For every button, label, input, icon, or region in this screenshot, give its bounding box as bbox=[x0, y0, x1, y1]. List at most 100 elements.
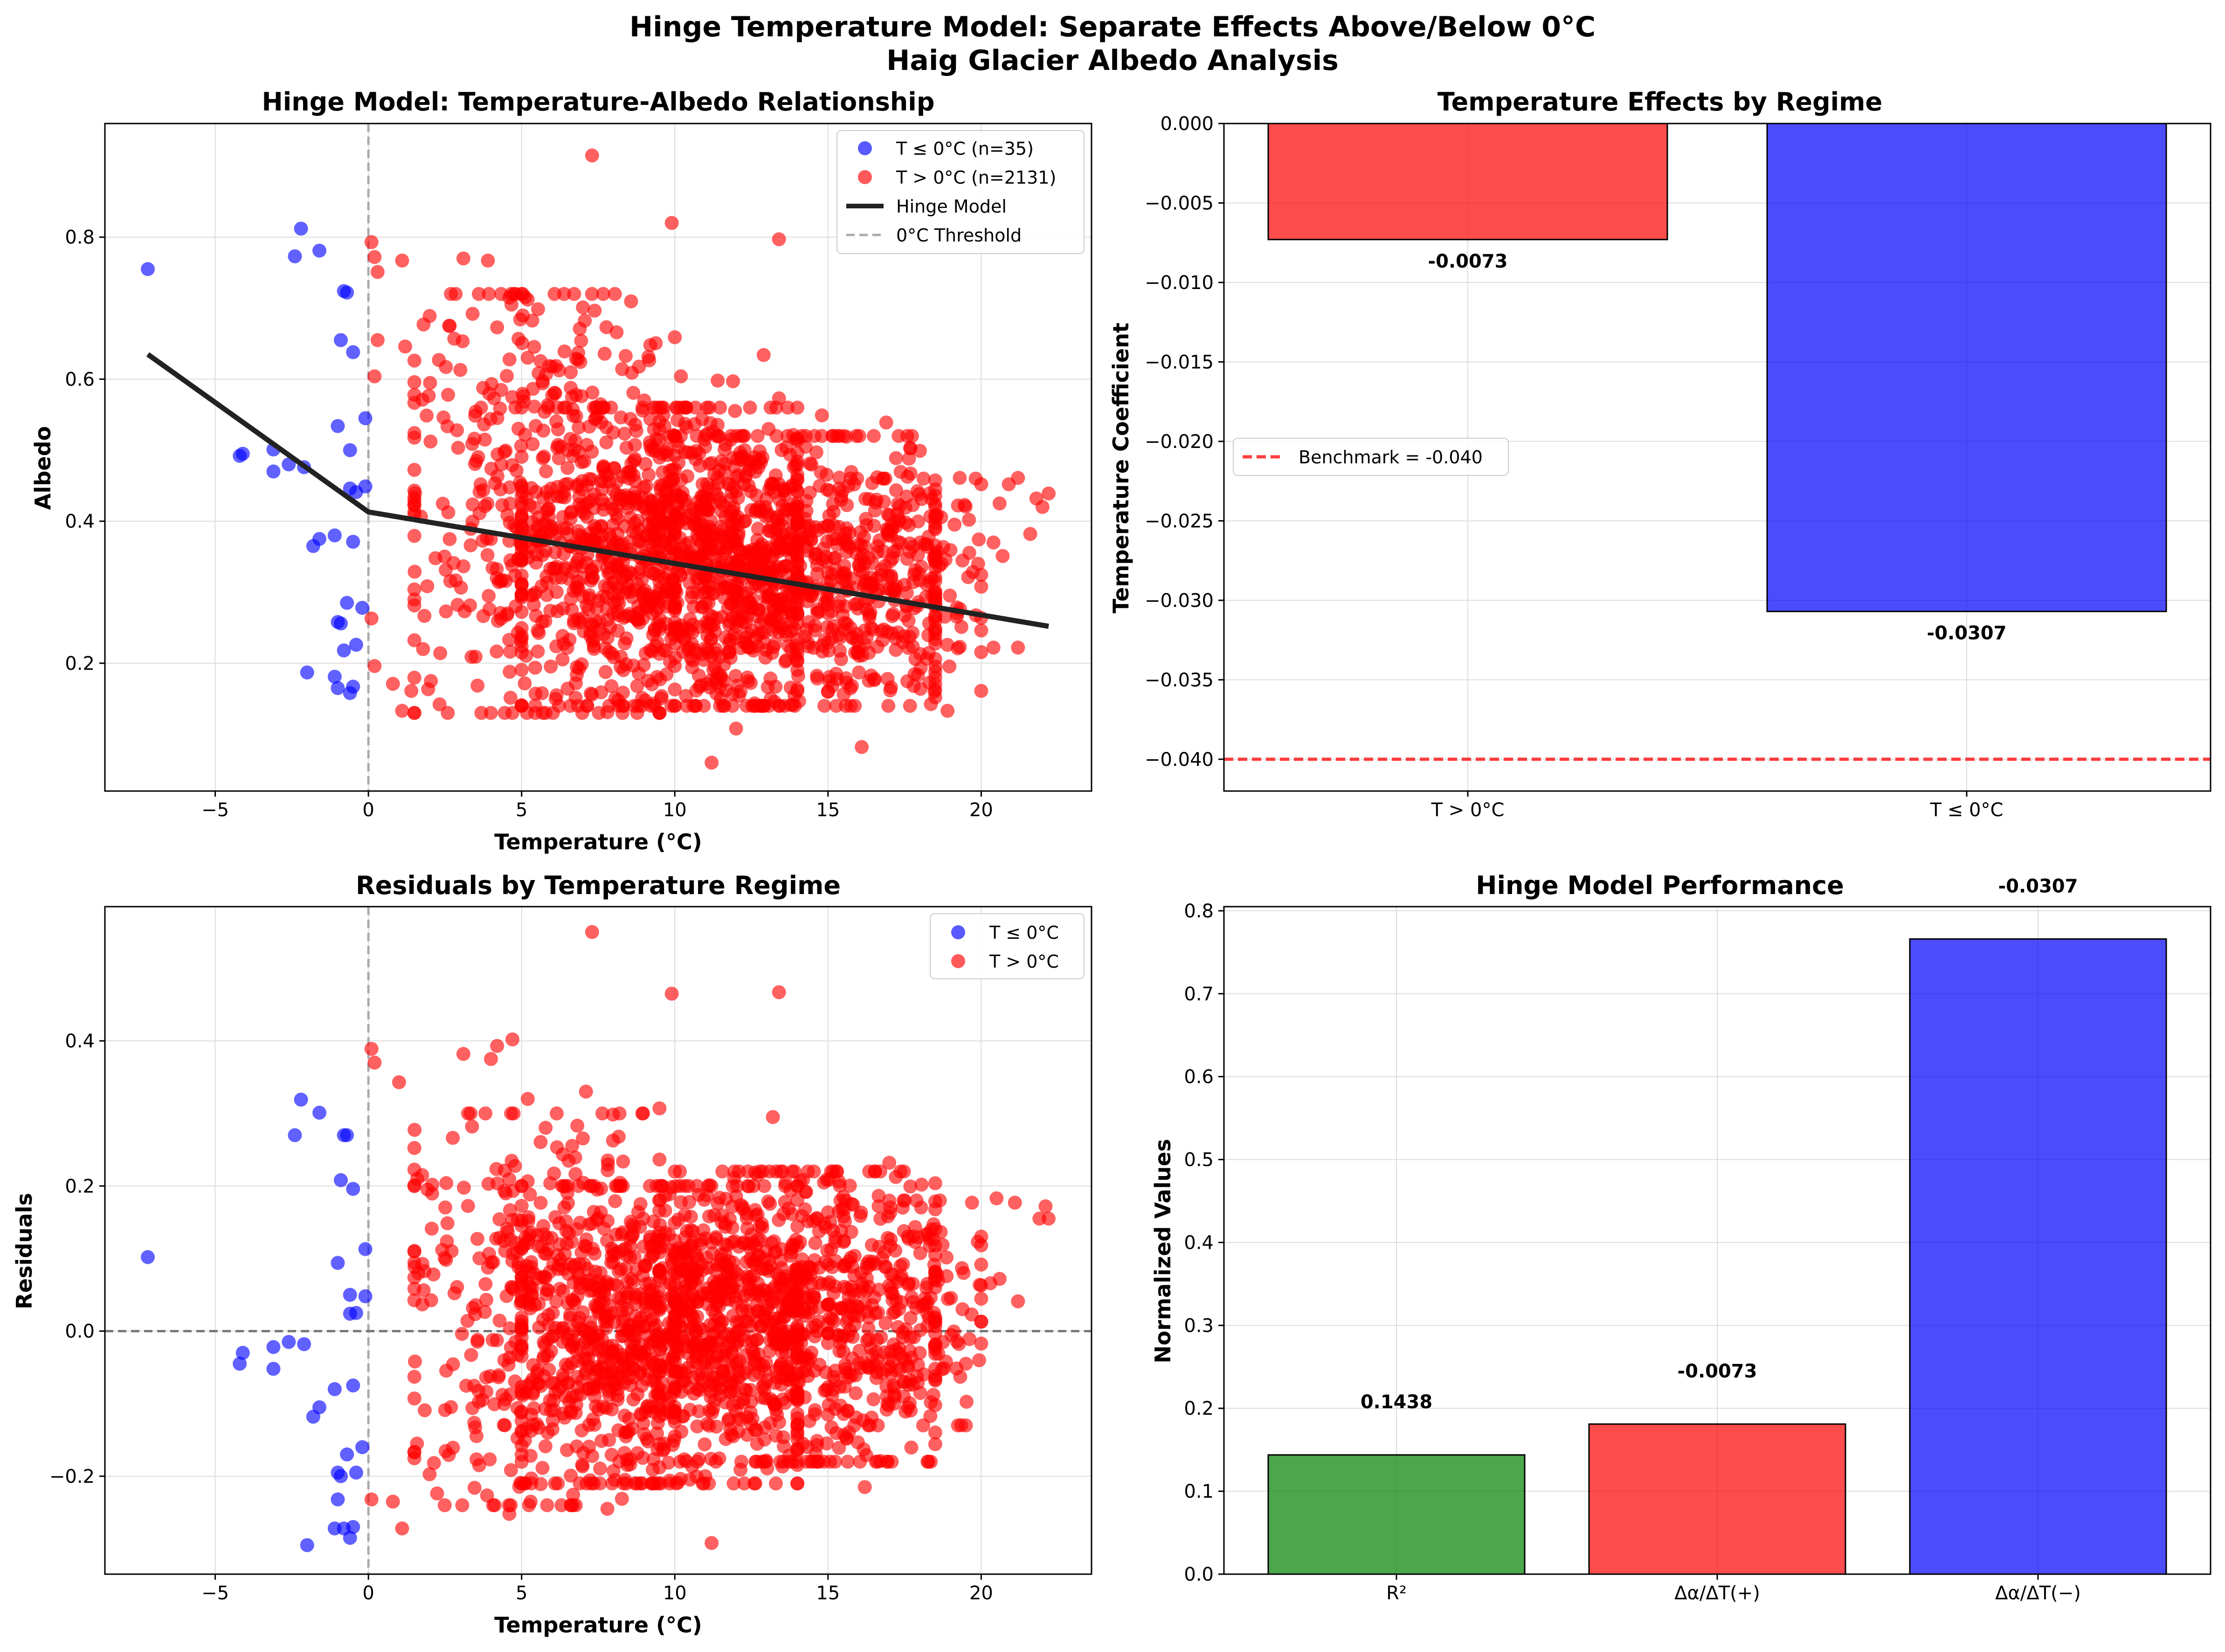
residual-scatter-panel: Residuals by Temperature Regime Temperat… bbox=[12, 871, 1092, 1638]
legend-marker-red bbox=[951, 954, 965, 968]
data-point-above-zero bbox=[708, 1356, 722, 1370]
data-point-above-zero bbox=[732, 1396, 746, 1410]
data-point-above-zero bbox=[884, 568, 898, 583]
data-point-above-zero bbox=[646, 1452, 661, 1466]
data-point-above-zero bbox=[497, 445, 511, 459]
data-point-above-zero bbox=[893, 465, 908, 479]
data-point-below-zero bbox=[331, 1256, 345, 1270]
data-point-above-zero bbox=[599, 320, 614, 334]
data-point-above-zero bbox=[607, 1247, 622, 1261]
data-point-above-zero bbox=[560, 461, 575, 475]
data-point-above-zero bbox=[562, 1257, 577, 1272]
data-point-above-zero bbox=[449, 573, 463, 588]
data-point-above-zero bbox=[407, 483, 422, 498]
data-point-above-zero bbox=[841, 1454, 855, 1469]
data-point-above-zero bbox=[514, 1338, 529, 1353]
data-point-above-zero bbox=[943, 588, 957, 603]
data-point-above-zero bbox=[556, 510, 570, 524]
data-point-above-zero bbox=[567, 287, 581, 301]
data-point-below-zero bbox=[331, 681, 345, 695]
data-point-above-zero bbox=[790, 1476, 805, 1491]
data-point-above-zero bbox=[749, 545, 764, 559]
data-point-above-zero bbox=[571, 345, 586, 360]
data-point-above-zero bbox=[477, 433, 492, 447]
data-point-above-zero bbox=[570, 477, 585, 492]
data-point-above-zero bbox=[968, 471, 983, 486]
data-point-above-zero bbox=[407, 1293, 422, 1308]
data-point-above-zero bbox=[606, 1133, 620, 1148]
data-point-above-zero bbox=[407, 462, 422, 477]
data-point-above-zero bbox=[836, 1259, 851, 1273]
data-point-above-zero bbox=[423, 376, 437, 390]
data-point-above-zero bbox=[821, 1297, 835, 1312]
data-point-above-zero bbox=[867, 1290, 882, 1305]
data-point-below-zero bbox=[294, 1093, 308, 1107]
data-point-above-zero bbox=[638, 457, 653, 471]
data-point-above-zero bbox=[619, 609, 633, 623]
data-point-above-zero bbox=[528, 661, 542, 675]
data-point-above-zero bbox=[828, 1454, 843, 1469]
data-point-above-zero bbox=[632, 359, 646, 374]
data-point-below-zero bbox=[343, 1287, 357, 1302]
data-point-above-zero bbox=[552, 363, 567, 378]
data-point-above-zero bbox=[873, 1164, 887, 1179]
data-point-above-zero bbox=[668, 1216, 682, 1230]
data-point-above-zero bbox=[482, 602, 497, 616]
data-point-above-zero bbox=[744, 484, 758, 499]
data-point-above-zero bbox=[609, 475, 624, 489]
data-point-above-zero bbox=[787, 497, 801, 511]
data-point-above-zero bbox=[446, 1357, 460, 1371]
data-point-above-zero bbox=[582, 1217, 596, 1232]
data-point-above-zero bbox=[880, 672, 895, 686]
data-point-above-zero bbox=[712, 1191, 727, 1205]
data-point-above-zero bbox=[527, 1401, 541, 1416]
data-point-above-zero bbox=[664, 216, 679, 230]
data-point-above-zero bbox=[514, 631, 529, 646]
data-point-above-zero bbox=[555, 629, 570, 643]
data-point-above-zero bbox=[653, 612, 667, 626]
data-point-above-zero bbox=[618, 349, 633, 363]
data-point-above-zero bbox=[691, 514, 706, 528]
data-point-above-zero bbox=[668, 1245, 682, 1259]
data-point-above-zero bbox=[844, 1280, 859, 1294]
data-point-above-zero bbox=[407, 1260, 422, 1274]
data-point-above-zero bbox=[746, 643, 760, 658]
data-point-above-zero bbox=[446, 556, 461, 570]
data-point-above-zero bbox=[740, 1410, 754, 1424]
data-point-above-zero bbox=[668, 1318, 682, 1332]
data-point-above-zero bbox=[918, 1291, 932, 1306]
data-point-above-zero bbox=[927, 684, 942, 699]
data-point-above-zero bbox=[891, 497, 905, 511]
data-point-above-zero bbox=[778, 1195, 792, 1209]
data-point-above-zero bbox=[881, 507, 895, 522]
data-point-above-zero bbox=[685, 660, 699, 675]
data-point-above-zero bbox=[763, 400, 778, 415]
data-point-above-zero bbox=[482, 386, 497, 401]
data-point-above-zero bbox=[514, 400, 529, 415]
data-point-above-zero bbox=[940, 1269, 954, 1283]
data-point-above-zero bbox=[442, 532, 457, 546]
data-point-above-zero bbox=[540, 575, 554, 590]
data-point-above-zero bbox=[645, 1476, 659, 1491]
data-point-above-zero bbox=[726, 1308, 740, 1323]
data-point-above-zero bbox=[849, 1386, 863, 1400]
data-point-above-zero bbox=[514, 518, 529, 533]
data-point-above-zero bbox=[765, 476, 780, 491]
data-point-above-zero bbox=[749, 1287, 764, 1301]
data-point-above-zero bbox=[570, 660, 584, 675]
data-point-above-zero bbox=[629, 497, 643, 512]
data-point-above-zero bbox=[838, 1214, 852, 1228]
data-point-above-zero bbox=[407, 670, 422, 685]
data-point-above-zero bbox=[709, 611, 724, 626]
data-point-above-zero bbox=[652, 1101, 667, 1115]
data-point-above-zero bbox=[572, 420, 586, 434]
data-point-above-zero bbox=[790, 554, 805, 568]
data-point-above-zero bbox=[836, 1407, 851, 1421]
legend-marker-blue bbox=[858, 141, 872, 155]
data-point-above-zero bbox=[760, 680, 775, 695]
data-point-above-zero bbox=[514, 1240, 529, 1255]
data-point-above-zero bbox=[535, 548, 550, 562]
data-point-above-zero bbox=[605, 1476, 619, 1491]
albedo-scatter-panel: Hinge Model: Temperature-Albedo Relation… bbox=[30, 87, 1092, 854]
